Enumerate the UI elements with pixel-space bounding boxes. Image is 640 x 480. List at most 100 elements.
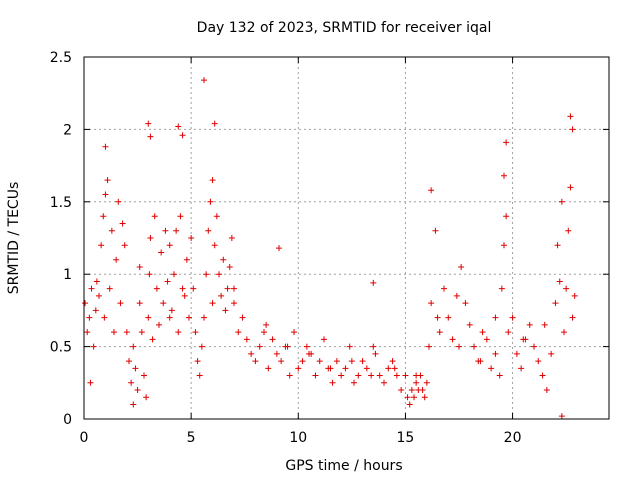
data-point [501,172,507,179]
data-point [509,314,516,321]
data-point [413,372,420,379]
data-point [278,358,285,365]
data-point [441,285,447,292]
data-point [201,314,207,321]
data-point [571,292,578,299]
data-point [398,387,405,394]
data-point [312,372,319,379]
data-point [291,329,297,336]
data-point [370,343,377,350]
data-point [548,350,555,357]
data-point [391,365,398,372]
data-point [370,279,377,286]
data-points [82,77,578,420]
data-point [342,365,349,372]
data-point [239,314,246,321]
data-point [492,314,499,321]
data-point [436,329,443,336]
data-point [211,120,218,127]
grid-lines [84,57,609,419]
x-tick-label: 10 [289,430,307,446]
data-point [113,256,120,263]
data-point [147,235,154,241]
data-point [321,336,327,343]
data-point [368,372,375,379]
y-tick-label: 1.5 [50,195,72,211]
y-tick-label: 2 [63,122,72,138]
data-point [477,358,484,365]
data-point [333,358,340,365]
data-point [567,184,574,191]
data-point [88,285,95,292]
data-point [346,343,353,350]
data-point [228,235,235,241]
data-point [143,394,150,401]
data-point [226,263,233,270]
data-point [220,256,227,263]
data-point [363,365,370,372]
data-point [194,358,201,365]
data-point [100,213,107,220]
data-point [458,263,465,270]
data-point [138,329,145,336]
data-point [190,285,197,292]
data-point [563,285,570,292]
data-point [471,343,477,350]
data-point [166,314,173,321]
data-point [90,343,97,350]
data-point [261,329,267,336]
data-point [203,271,210,278]
data-point [466,321,473,328]
data-point [86,314,93,321]
data-point [541,321,548,328]
data-point [141,372,147,379]
data-point [556,278,563,285]
data-point [327,365,334,372]
data-point [531,343,537,350]
data-point [561,329,567,336]
data-point [130,343,137,350]
data-point [351,379,357,386]
data-point [117,300,124,307]
data-point [565,227,572,234]
data-point [106,285,113,292]
data-point [381,379,387,386]
data-point [432,227,439,234]
data-point [156,321,162,328]
y-tick-label: 0 [63,412,72,428]
data-point [406,401,413,408]
data-point [419,387,426,394]
y-axis-label: SRMTID / TECUs [6,182,22,295]
data-point [513,350,520,357]
data-point [134,387,141,394]
data-point [87,379,94,386]
data-point [248,350,255,357]
data-point [186,314,192,321]
data-point [423,379,430,386]
data-point [479,329,486,336]
data-point [211,242,218,249]
data-point [171,271,177,278]
data-point [273,350,280,357]
data-point [136,300,143,307]
data-point [104,177,111,184]
data-point [164,278,171,285]
data-point [192,329,199,336]
x-tick-label: 20 [504,430,522,446]
data-point [177,213,184,220]
data-point [411,394,417,401]
data-point [115,198,122,205]
data-point [252,358,259,365]
data-point [385,365,392,372]
data-point [198,343,205,350]
data-point [216,271,222,278]
data-point [404,394,411,401]
data-point [179,132,186,139]
data-point [503,213,510,220]
data-point [265,365,272,372]
data-point [93,278,100,285]
data-point [168,307,175,314]
data-point [558,198,565,205]
data-point [483,336,490,343]
data-point [543,387,550,394]
